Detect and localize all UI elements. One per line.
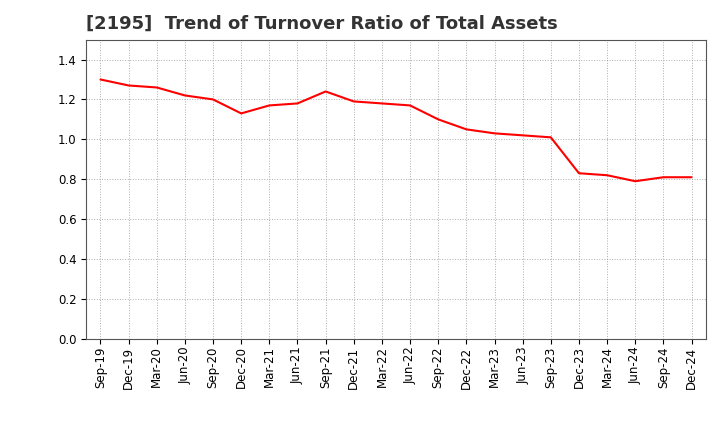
Text: [2195]  Trend of Turnover Ratio of Total Assets: [2195] Trend of Turnover Ratio of Total …: [86, 15, 558, 33]
